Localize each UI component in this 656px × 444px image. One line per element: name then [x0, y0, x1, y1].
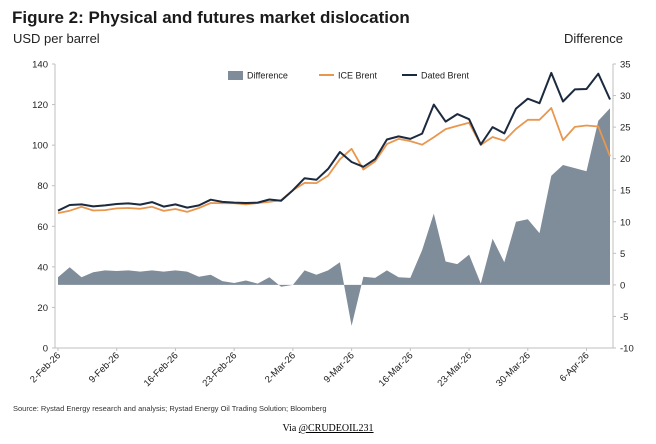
right-axis-unit-label: Difference	[563, 31, 623, 46]
attribution-handle[interactable]: @CRUDEOIL231	[298, 423, 374, 434]
chart-title: Figure 2: Physical and futures market di…	[12, 8, 410, 27]
x-tick-label: 30-Mar-26	[494, 350, 533, 389]
left-tick-label: 60	[37, 222, 48, 233]
x-tick-label: 9-Feb-26	[87, 350, 122, 385]
attribution: Via @CRUDEOIL231	[0, 423, 656, 434]
right-tick-label: 25	[620, 123, 631, 134]
legend-difference-label: Difference	[247, 71, 288, 81]
x-tick-label: 9-Mar-26	[322, 350, 357, 385]
left-tick-label: 140	[32, 60, 48, 71]
x-tick-label: 16-Mar-26	[377, 350, 416, 389]
right-tick-label: 30	[620, 91, 631, 102]
right-tick-label: 0	[620, 280, 625, 291]
right-tick-label: 5	[620, 249, 625, 260]
right-tick-label: 15	[620, 186, 631, 197]
left-tick-label: 0	[43, 344, 48, 355]
chart-plot: 0 20 40 60 80 100 120 140 -10 -5 0 5 10 15 20 25 30 35 2-F…	[28, 60, 634, 390]
series-difference-area	[58, 108, 610, 326]
legend-dated-brent-label: Dated Brent	[421, 71, 470, 81]
left-tick-label: 100	[32, 141, 48, 152]
x-tick-label: 2-Feb-26	[28, 350, 63, 385]
right-tick-label: 35	[620, 60, 631, 71]
legend-difference-swatch	[228, 71, 243, 80]
x-tick-label: 16-Feb-26	[142, 350, 181, 389]
legend-ice-brent-label: ICE Brent	[338, 71, 378, 81]
x-tick-label: 2-Mar-26	[263, 350, 298, 385]
x-tick-label: 23-Feb-26	[201, 350, 240, 389]
source-note: Source: Rystad Energy research and analy…	[13, 404, 327, 413]
x-tick-label: 23-Mar-26	[435, 350, 474, 389]
left-tick-label: 80	[37, 181, 48, 192]
right-tick-label: -10	[620, 344, 634, 355]
left-tick-label: 40	[37, 262, 48, 273]
right-tick-label: 20	[620, 154, 631, 165]
series-ice-brent-line	[57, 107, 611, 214]
left-tick-label: 120	[32, 100, 48, 111]
series-dated-brent-line	[57, 71, 611, 212]
left-axis-unit-label: USD per barrel	[13, 31, 100, 46]
x-tick-label: 6-Apr-26	[558, 350, 592, 384]
right-tick-label: -5	[620, 312, 628, 323]
via-prefix: Via	[282, 423, 299, 434]
right-tick-label: 10	[620, 217, 631, 228]
left-tick-label: 20	[37, 303, 48, 314]
